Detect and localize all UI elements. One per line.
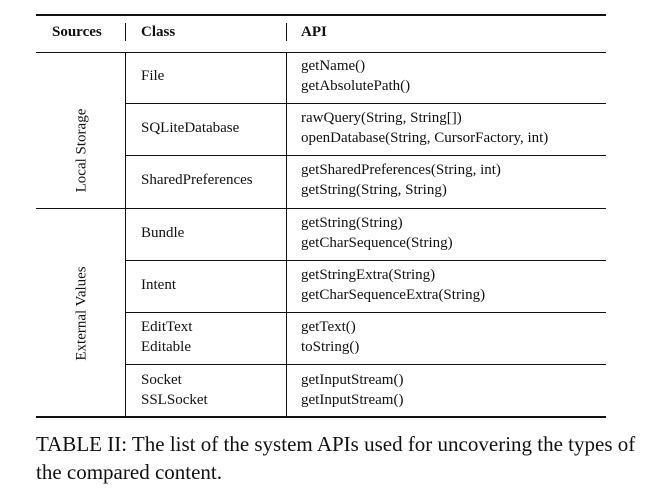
class-name: Editable: [141, 339, 191, 355]
class-file: File: [141, 66, 164, 86]
class-sqlitedatabase: SQLiteDatabase: [141, 118, 239, 138]
api-method: getSharedPreferences(String, int): [301, 162, 501, 178]
api-method: toString(): [301, 339, 360, 355]
api-method: getCharSequence(String): [301, 235, 453, 251]
group-divider: [36, 208, 606, 209]
api-method: getAbsolutePath(): [301, 78, 411, 94]
api-intent: getStringExtra(String) getCharSequenceEx…: [301, 265, 485, 305]
class-name: SSLSocket: [141, 392, 208, 408]
row-divider: [125, 364, 606, 365]
api-edittext: getText() toString(): [301, 317, 359, 357]
api-column-divider: [286, 53, 287, 417]
header-class: Class: [141, 24, 176, 40]
table-bottom-rule: [36, 416, 606, 418]
class-name: Bundle: [141, 225, 185, 241]
header-sources: Sources: [52, 24, 102, 40]
table-top-rule: [36, 14, 606, 16]
header-api: API: [301, 24, 327, 40]
api-sqlitedatabase: rawQuery(String, String[]) openDatabase(…: [301, 108, 548, 148]
api-bundle: getString(String) getCharSequence(String…: [301, 213, 453, 253]
api-method: getStringExtra(String): [301, 267, 436, 283]
header-bottom-rule: [36, 52, 606, 53]
source-label-local-storage: Local Storage: [73, 108, 90, 193]
api-method: getCharSequenceExtra(String): [301, 287, 486, 303]
api-method: getInputStream(): [301, 392, 404, 408]
row-divider: [125, 260, 606, 261]
row-divider: [125, 312, 606, 313]
class-name: SharedPreferences: [141, 172, 253, 188]
class-name: Socket: [141, 372, 182, 388]
api-table: Sources Class API Local Storage File get…: [36, 14, 606, 418]
api-socket: getInputStream() getInputStream(): [301, 370, 403, 410]
class-column-divider: [125, 53, 126, 417]
source-label-external-values: External Values: [73, 266, 90, 361]
table-caption: TABLE II: The list of the system APIs us…: [36, 432, 636, 484]
row-divider: [125, 103, 606, 104]
api-method: getString(String, String): [301, 182, 447, 198]
class-bundle: Bundle: [141, 223, 184, 243]
header-divider-1: [125, 23, 126, 41]
class-edittext: EditText Editable: [141, 317, 192, 357]
class-socket: Socket SSLSocket: [141, 370, 208, 410]
row-divider: [125, 155, 606, 156]
class-name: Intent: [141, 277, 176, 293]
class-sharedpreferences: SharedPreferences: [141, 170, 253, 190]
api-file: getName() getAbsolutePath(): [301, 56, 410, 96]
class-name: SQLiteDatabase: [141, 120, 240, 136]
class-intent: Intent: [141, 275, 176, 295]
class-name: File: [141, 68, 165, 84]
api-method: openDatabase(String, CursorFactory, int): [301, 130, 549, 146]
api-method: getName(): [301, 58, 366, 74]
header-divider-2: [286, 23, 287, 41]
api-method: getText(): [301, 319, 356, 335]
api-sharedpreferences: getSharedPreferences(String, int) getStr…: [301, 160, 501, 200]
api-method: rawQuery(String, String[]): [301, 110, 462, 126]
api-method: getString(String): [301, 215, 403, 231]
class-name: EditText: [141, 319, 193, 335]
api-method: getInputStream(): [301, 372, 404, 388]
